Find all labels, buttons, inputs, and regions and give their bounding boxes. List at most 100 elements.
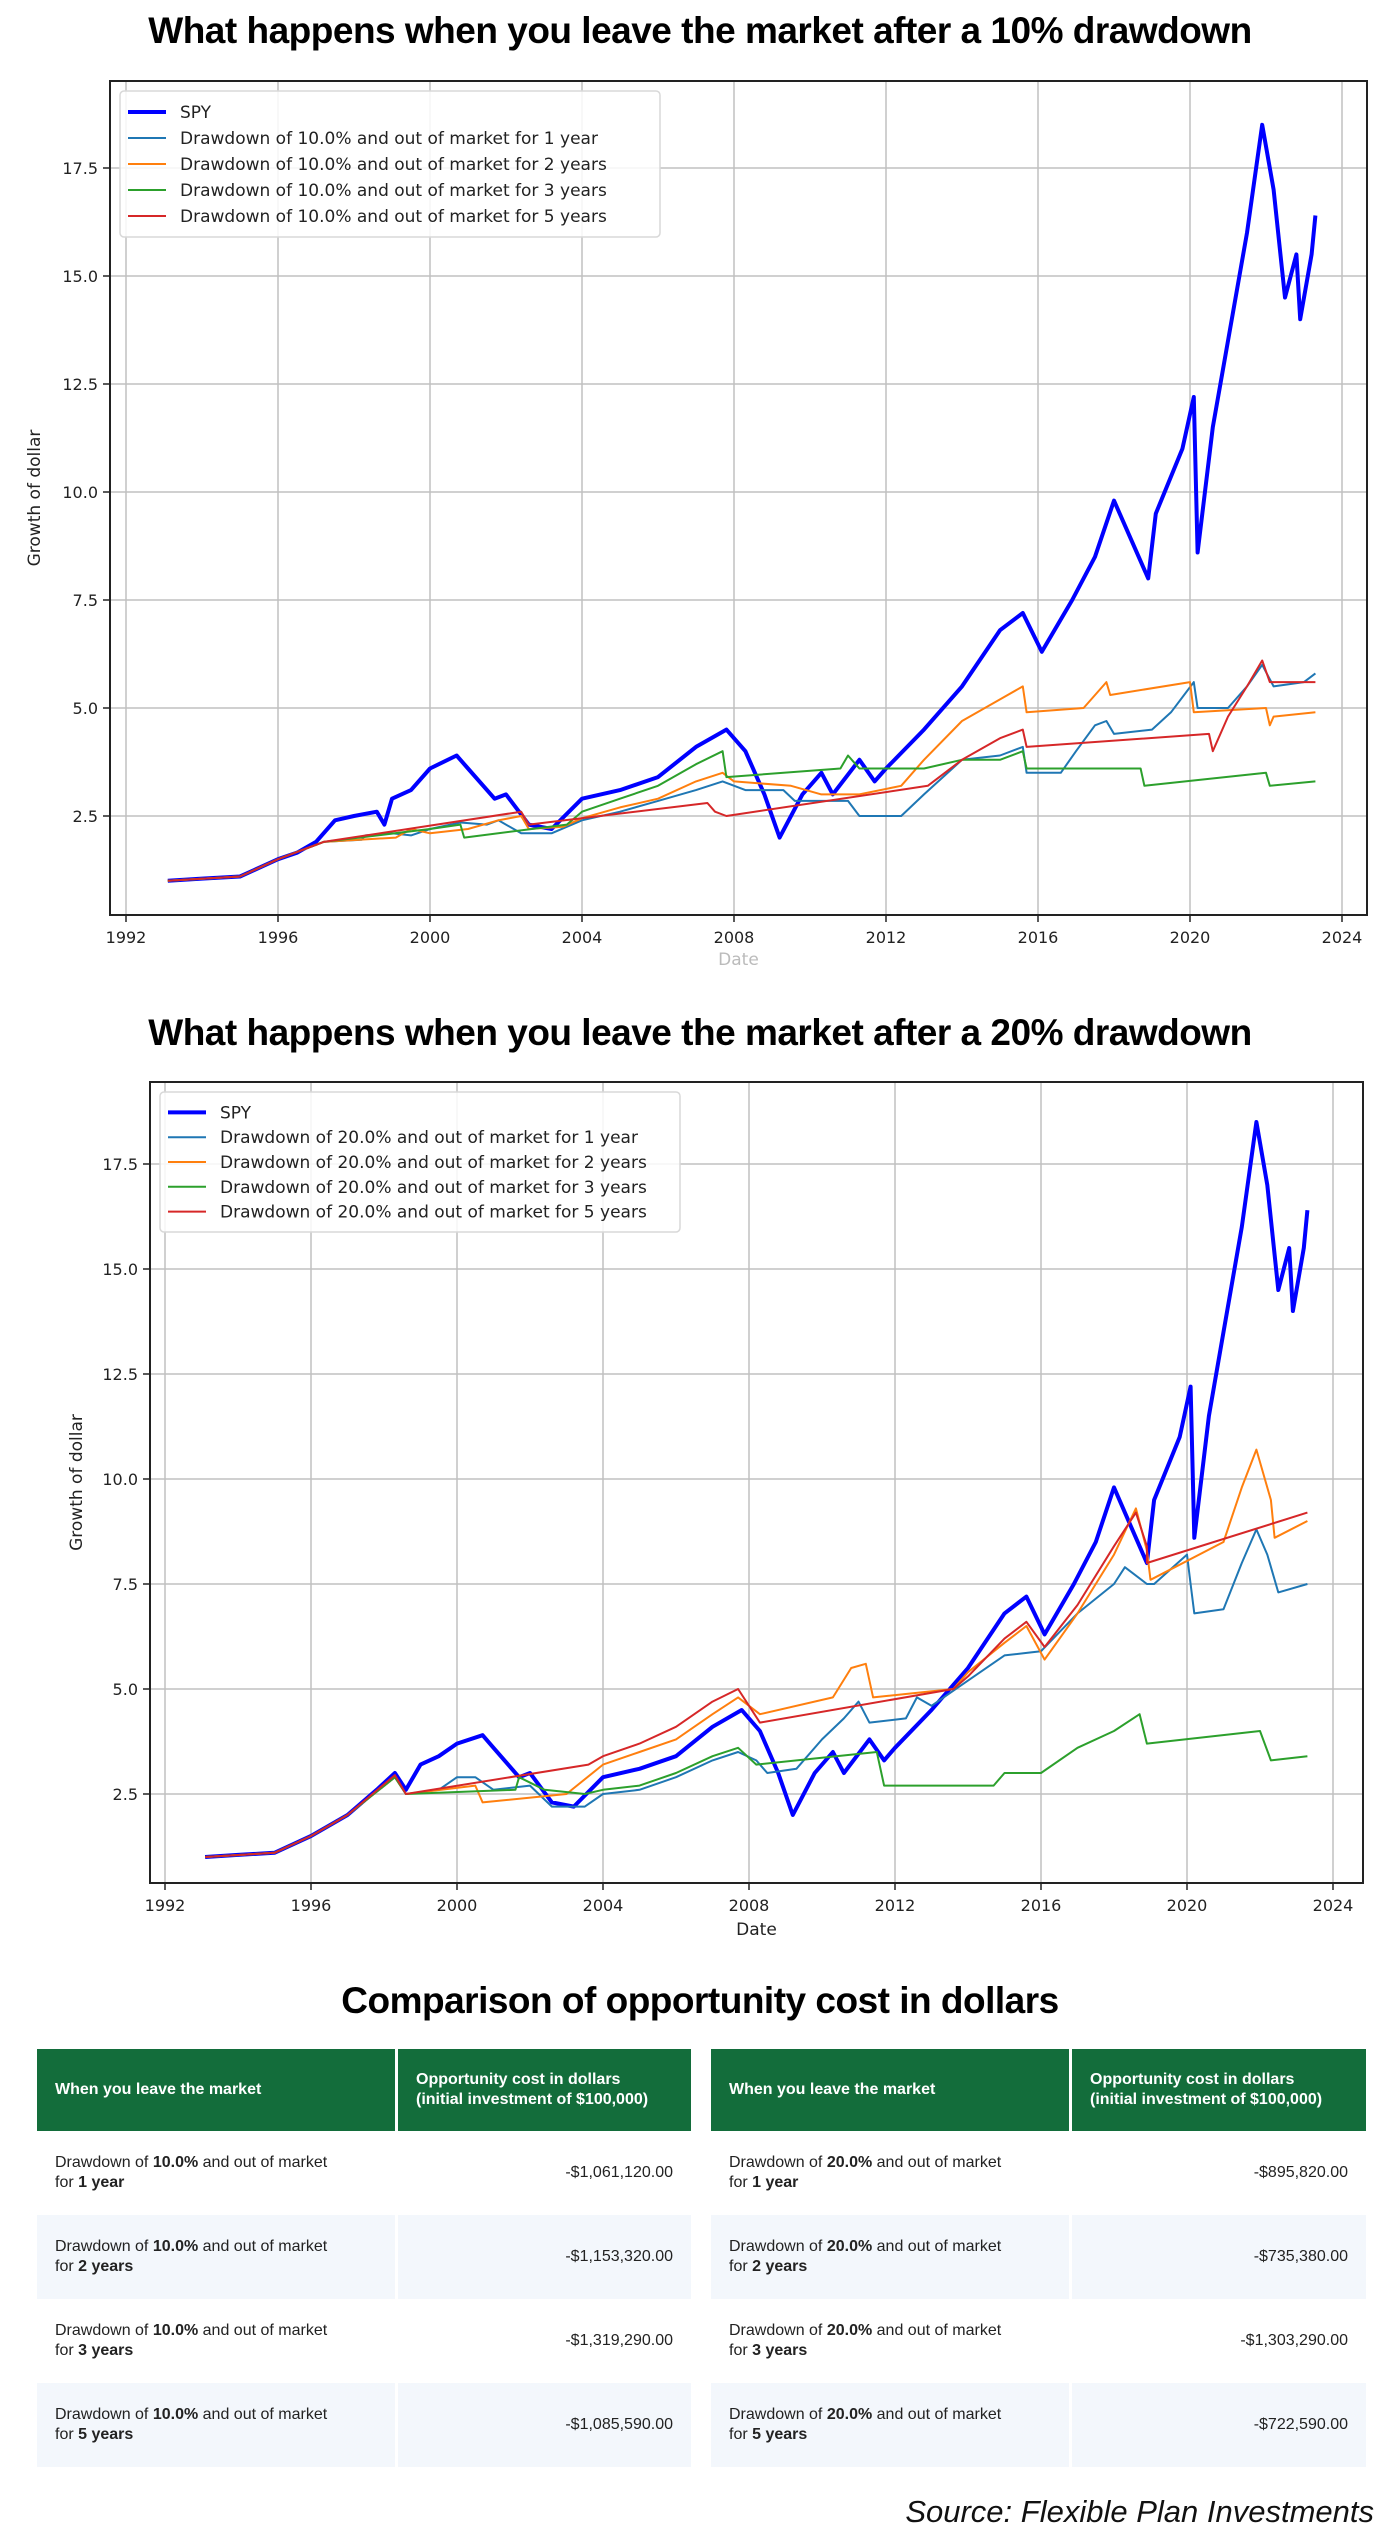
table-row: Drawdown of 10.0% and out of market for 2… — [37, 2215, 691, 2299]
x-tick-label: 2008 — [714, 928, 755, 947]
x-tick-label: 1992 — [145, 1896, 186, 1915]
scenario-prefix: Drawdown of — [55, 2322, 153, 2339]
header-line-2: (initial investment of $100,000) — [416, 2091, 649, 2108]
scenario-duration: 1 year — [78, 2174, 125, 2191]
y-tick-label: 5.0 — [113, 1680, 138, 1699]
legend-label: Drawdown of 20.0% and out of market for … — [220, 1178, 647, 1198]
x-tick-label: 2024 — [1313, 1896, 1354, 1915]
scenario-duration: 3 years — [752, 2342, 808, 2359]
legend-box — [159, 1091, 681, 1233]
series-group — [167, 122, 1318, 883]
opportunity-cost-value: -$1,303,290.00 — [1240, 2332, 1348, 2349]
scenario-duration: 2 years — [752, 2258, 808, 2275]
series-line-1-year — [167, 663, 1317, 882]
legend-label: Drawdown of 20.0% and out of market for … — [220, 1153, 647, 1173]
table-header-row: When you leave the market Opportunity co… — [37, 2049, 691, 2131]
series-line-3-years — [205, 1713, 1308, 1858]
y-tick-label: 12.5 — [62, 375, 98, 394]
series-line-5-years — [167, 659, 1316, 882]
scenario-duration: 5 years — [752, 2426, 808, 2443]
scenario-prefix: Drawdown of — [729, 2406, 827, 2423]
legend-label: Drawdown of 10.0% and out of market for … — [180, 155, 607, 175]
header-when-leave: When you leave the market — [711, 2049, 1069, 2131]
scenario-middle: and out of market — [872, 2154, 1002, 2171]
scenario-prefix: Drawdown of — [55, 2238, 153, 2255]
table-row: Drawdown of 20.0% and out of market for 3… — [711, 2299, 1366, 2383]
legend: SPY Drawdown of 10.0% and out of market f… — [119, 90, 661, 238]
opportunity-cost-value: -$1,153,320.00 — [398, 2215, 691, 2299]
header-line-1: Opportunity cost in dollars — [1090, 2071, 1295, 2088]
scenario-middle: and out of market — [198, 2406, 328, 2423]
x-tick-label: 2016 — [1021, 1896, 1062, 1915]
scenario-prefix: Drawdown of — [55, 2154, 153, 2171]
y-tick-label: 17.5 — [62, 159, 98, 178]
legend-item: Drawdown of 20.0% and out of market for … — [168, 1178, 647, 1198]
legend-item: SPY — [168, 1103, 252, 1123]
table-header-row: When you leave the market Opportunity co… — [711, 2049, 1366, 2131]
scenario-for: for — [55, 2342, 79, 2359]
opportunity-cost-value: -$1,061,120.00 — [565, 2164, 673, 2181]
scenario-middle: and out of market — [872, 2322, 1002, 2339]
legend-item: Drawdown of 10.0% and out of market for … — [128, 155, 607, 175]
scenario-cell: Drawdown of 10.0% and out of market for 3… — [37, 2299, 395, 2383]
x-tick-label: 2008 — [729, 1896, 770, 1915]
scenario-for: for — [729, 2342, 753, 2359]
scenario-cell: Drawdown of 10.0% and out of market for 1… — [37, 2131, 395, 2215]
legend-label: Drawdown of 10.0% and out of market for … — [180, 129, 598, 149]
scenario-cell: Drawdown of 20.0% and out of market for 3… — [711, 2299, 1069, 2383]
scenario-prefix: Drawdown of — [55, 2406, 153, 2423]
legend-item: Drawdown of 20.0% and out of market for … — [168, 1153, 647, 1173]
scenario-middle: and out of market — [198, 2238, 328, 2255]
series-line-2-years — [205, 1448, 1308, 1858]
y-tick-label: 2.5 — [73, 807, 98, 826]
y-tick-label: 10.0 — [102, 1470, 138, 1489]
table-row: Drawdown of 10.0% and out of market for 5… — [37, 2383, 691, 2467]
scenario-cell: Drawdown of 10.0% and out of market for 2… — [37, 2215, 395, 2299]
legend-item: Drawdown of 20.0% and out of market for … — [168, 1128, 638, 1148]
table-section-title: Comparison of opportunity cost in dollar… — [341, 1980, 1059, 2021]
series-line-5-years — [205, 1511, 1308, 1858]
x-tick-label: 1996 — [291, 1896, 332, 1915]
chart2-title: What happens when you leave the market a… — [148, 1012, 1252, 1053]
scenario-drawdown-pct: 20.0% — [826, 2154, 873, 2171]
series-line-1-year — [205, 1528, 1308, 1858]
opportunity-cost-value: -$1,085,590.00 — [398, 2383, 691, 2467]
x-tick-label: 2020 — [1167, 1896, 1208, 1915]
x-tick-label: 2004 — [583, 1896, 624, 1915]
scenario-for: for — [729, 2258, 753, 2275]
header-line-1: Opportunity cost in dollars — [416, 2071, 621, 2088]
y-tick-label: 2.5 — [113, 1785, 138, 1804]
table-row: Drawdown of 20.0% and out of market for 2… — [711, 2215, 1366, 2299]
y-tick-label: 12.5 — [102, 1365, 138, 1384]
x-axis-label: Date — [736, 1920, 777, 1940]
y-tick-label: 10.0 — [62, 483, 98, 502]
table-row: Drawdown of 20.0% and out of market for 1… — [711, 2131, 1366, 2215]
legend-item: Drawdown of 10.0% and out of market for … — [128, 129, 598, 149]
header-when-leave: When you leave the market — [37, 2049, 395, 2131]
x-tick-label: 1992 — [106, 928, 147, 947]
opportunity-cost-table-10pct: When you leave the market Opportunity co… — [34, 2049, 694, 2467]
scenario-duration: 3 years — [78, 2342, 134, 2359]
series-line-spy — [167, 122, 1318, 883]
header-opportunity-cost: Opportunity cost in dollars (initial inve… — [1072, 2049, 1366, 2131]
x-tick-label: 2016 — [1018, 928, 1059, 947]
legend-item: Drawdown of 20.0% and out of market for … — [168, 1203, 647, 1223]
scenario-drawdown-pct: 20.0% — [826, 2406, 873, 2423]
legend-label: Drawdown of 20.0% and out of market for … — [220, 1203, 647, 1223]
legend-item: Drawdown of 10.0% and out of market for … — [128, 207, 607, 227]
scenario-for: for — [55, 2174, 79, 2191]
x-tick-label: 2020 — [1170, 928, 1211, 947]
source-credit: Source: Flexible Plan Investments — [905, 2494, 1374, 2529]
opportunity-cost-value: -$735,380.00 — [1072, 2215, 1366, 2299]
scenario-duration: 1 year — [752, 2174, 799, 2191]
legend-box — [119, 90, 661, 238]
scenario-prefix: Drawdown of — [729, 2322, 827, 2339]
header-opportunity-cost: Opportunity cost in dollars (initial inve… — [398, 2049, 691, 2131]
y-tick-label: 5.0 — [73, 699, 98, 718]
legend-label: Drawdown of 20.0% and out of market for … — [220, 1128, 638, 1148]
scenario-prefix: Drawdown of — [729, 2238, 827, 2255]
scenario-drawdown-pct: 20.0% — [826, 2238, 873, 2255]
y-tick-label: 15.0 — [102, 1260, 138, 1279]
scenario-middle: and out of market — [872, 2238, 1002, 2255]
opportunity-cost-value: -$722,590.00 — [1072, 2383, 1366, 2467]
